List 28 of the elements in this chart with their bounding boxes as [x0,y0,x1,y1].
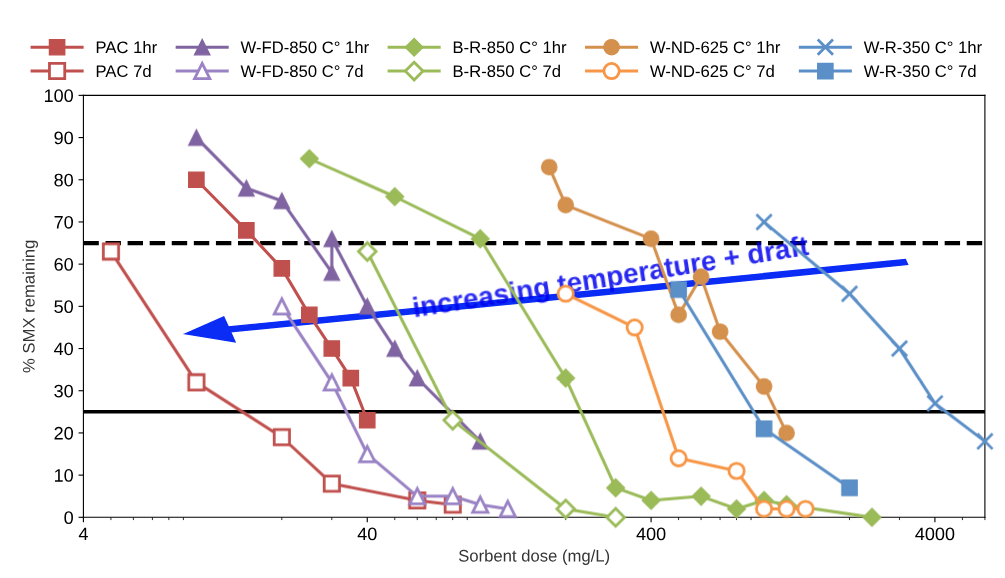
x-axis-title: Sorbent dose (mg/L) [458,549,610,565]
y-axis-title: % SMX remaining [22,240,39,373]
x-tick-label: 400 [636,527,666,541]
legend-label: W-FD-850 C° 7d [240,64,363,78]
x-tick-label: 40 [357,527,377,541]
legend-label: W-R-350 C° 7d [863,64,976,78]
legend-label: B-R-850 C° 7d [453,64,560,78]
y-tick-label: 50 [54,300,73,314]
legend-label: W-ND-625 C° 7d [649,64,774,78]
y-tick-label: 40 [54,342,73,356]
x-tick-label: 4000 [915,527,955,541]
legend-label: PAC 7d [96,64,151,78]
x-tick-label: 4 [78,527,88,541]
y-tick-label: 30 [54,384,73,398]
annotation: increasing temperature + draft [412,234,811,323]
legend-label: PAC 1hr [96,40,157,54]
y-tick-label: 70 [54,215,73,229]
y-tick-label: 100 [44,89,73,103]
legend-label: W-R-350 C° 1hr [863,40,982,54]
y-tick-label: 90 [54,131,73,145]
y-tick-label: 20 [54,426,73,440]
y-tick-label: 60 [54,258,73,271]
y-tick-label: 80 [54,173,73,187]
y-tick-label: 0 [64,511,73,525]
legend-label: W-ND-625 C° 1hr [649,40,781,54]
y-tick-label: 10 [54,469,73,482]
legend-label: B-R-850 C° 1hr [453,40,567,54]
legend-label: W-FD-850 C° 1hr [240,40,369,54]
